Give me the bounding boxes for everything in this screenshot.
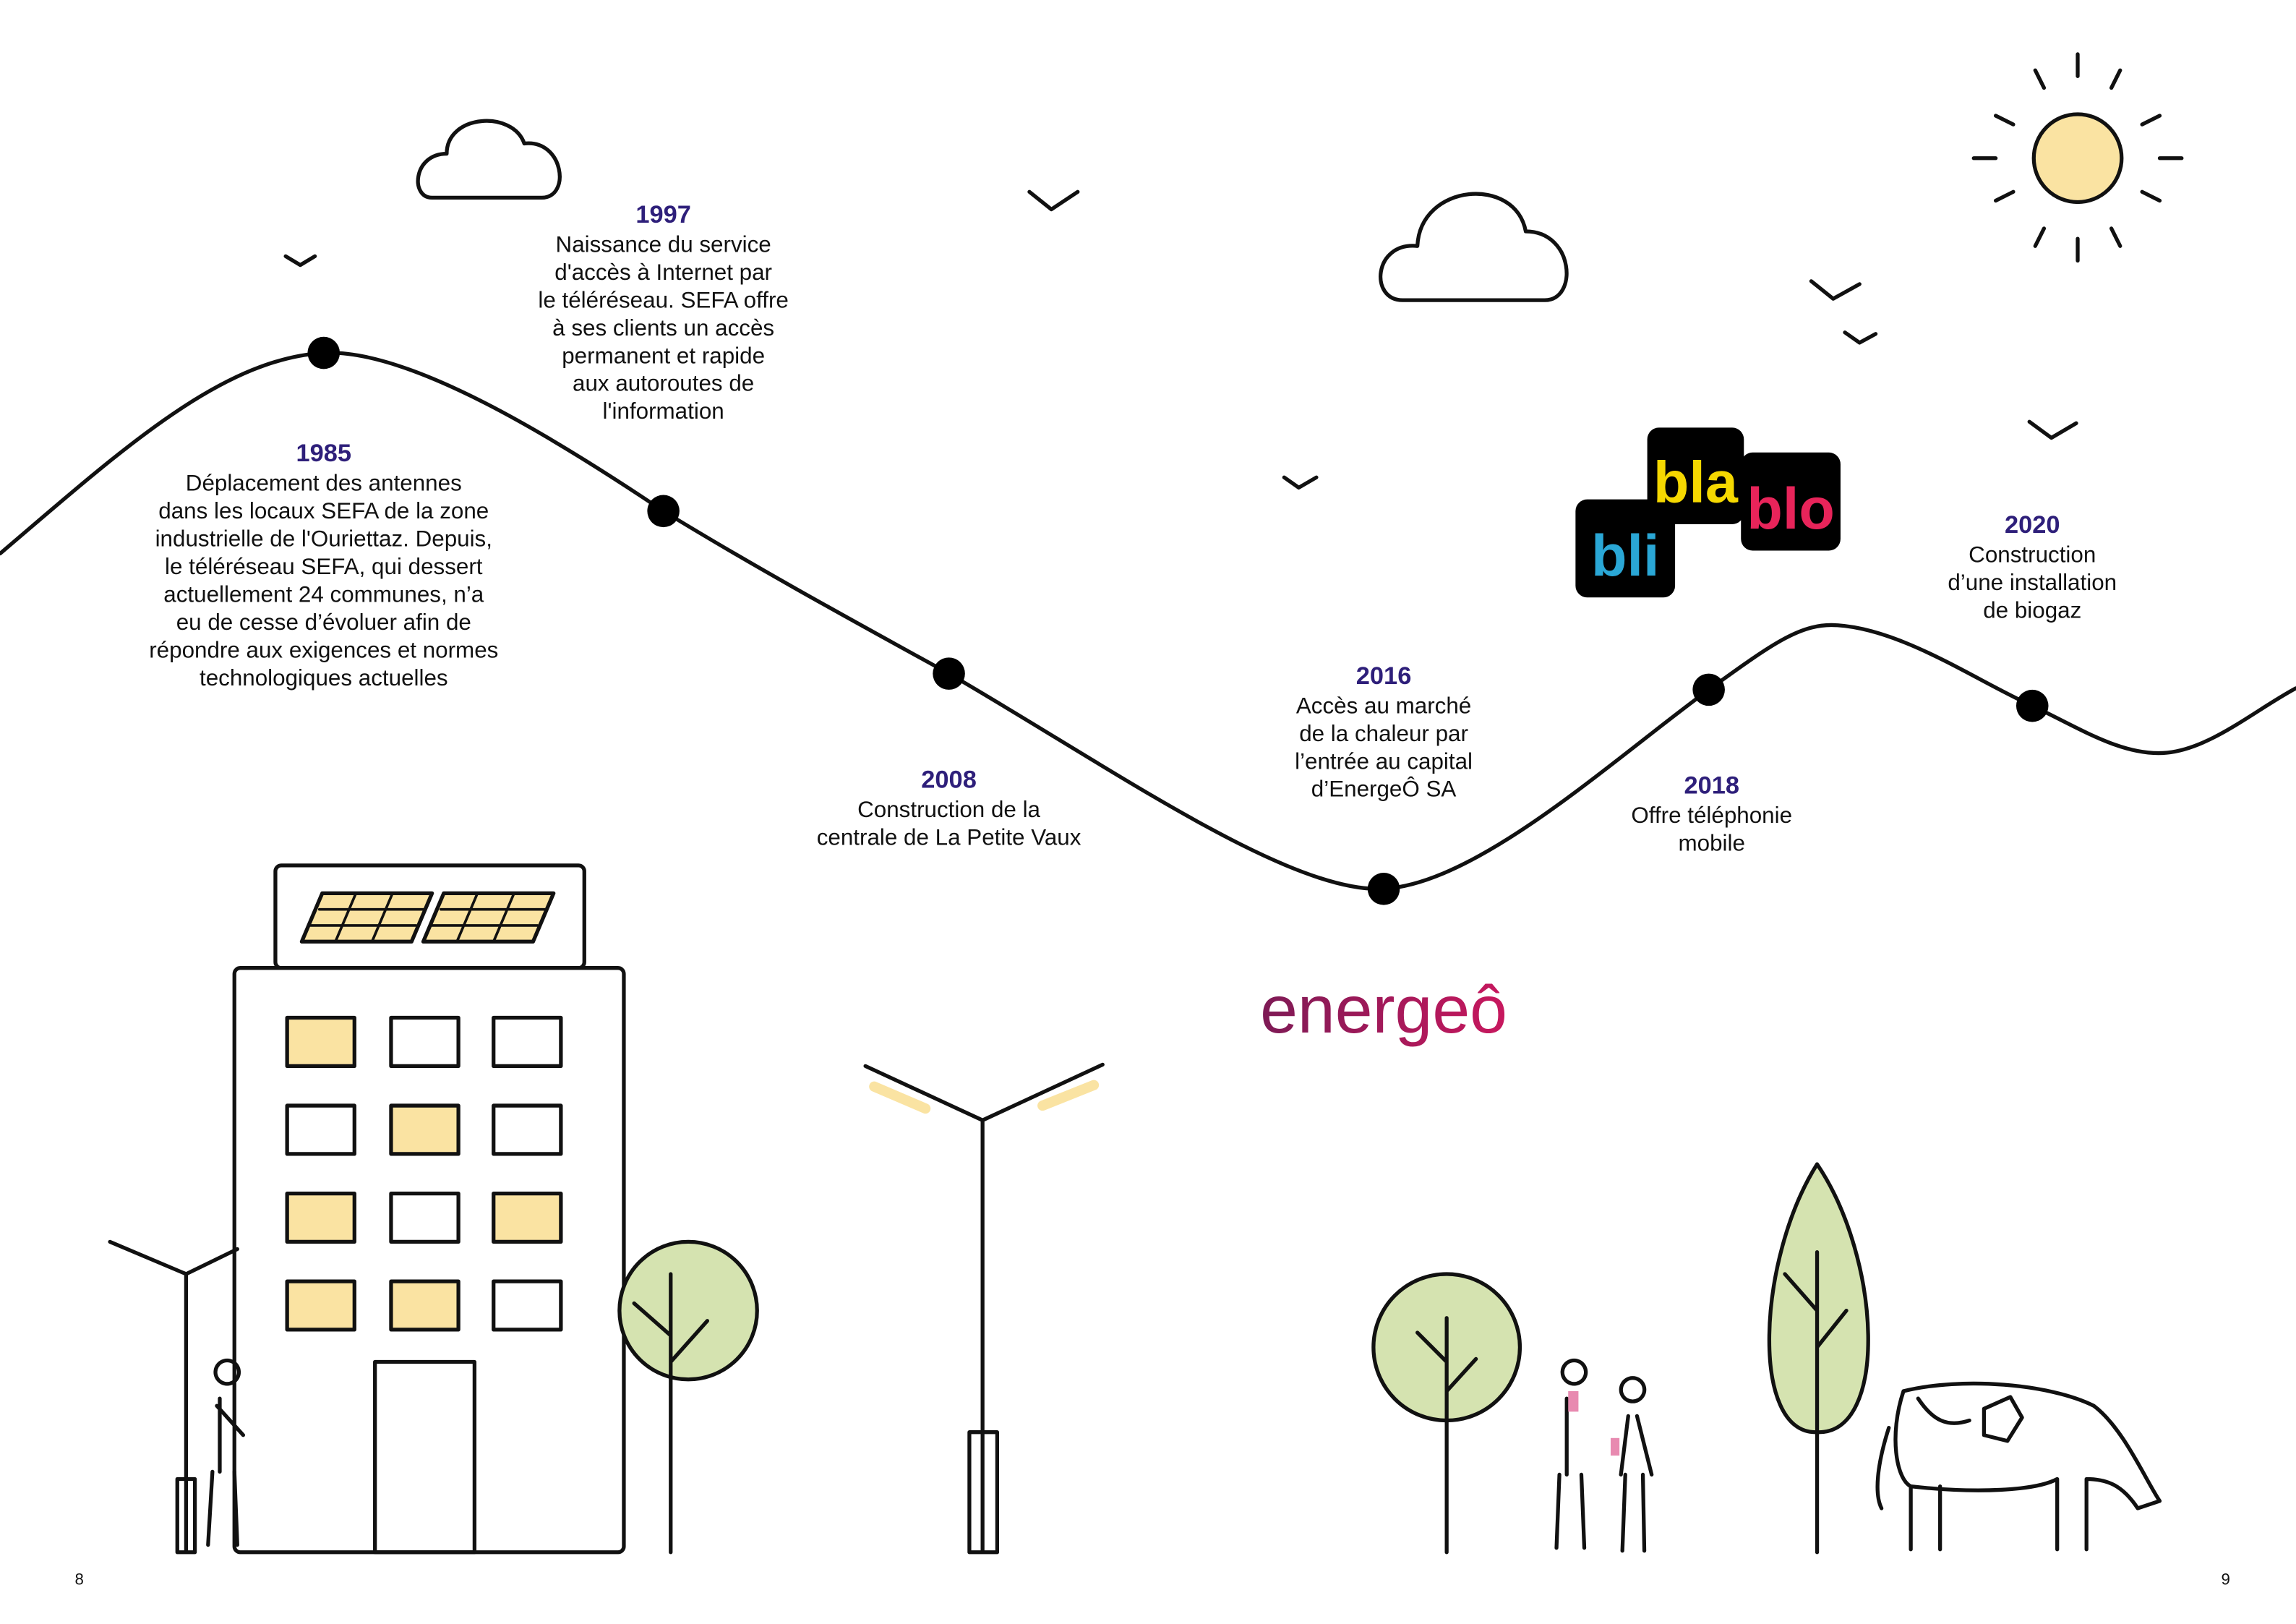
event-text: Construction bbox=[1969, 542, 2096, 568]
event-text: le téléréseau SEFA, qui dessert bbox=[165, 554, 483, 579]
event-text: répondre aux exigences et normes bbox=[149, 637, 498, 662]
event-text: d'accès à Internet par bbox=[554, 260, 772, 285]
blablablo-logo: bli bla blo bbox=[1575, 427, 1841, 597]
event-text: dans les locaux SEFA de la zone bbox=[158, 498, 489, 523]
event-text: le téléréseau. SEFA offre bbox=[538, 287, 789, 312]
event-text: permanent et rapide bbox=[562, 343, 765, 368]
building bbox=[234, 866, 624, 1552]
event-year: 1997 bbox=[635, 201, 691, 228]
event-text: l'information bbox=[603, 398, 724, 424]
logo-text: bla bbox=[1653, 450, 1739, 516]
event-year: 2008 bbox=[921, 766, 977, 794]
timeline-dot bbox=[308, 337, 340, 369]
event-text: l’entrée au capital bbox=[1295, 748, 1473, 774]
event-text: Naissance du service bbox=[556, 231, 771, 257]
event-text: à ses clients un accès bbox=[552, 315, 774, 341]
logo-text: blo bbox=[1747, 476, 1834, 542]
event-year: 2020 bbox=[2005, 511, 2060, 539]
page-number: 9 bbox=[2222, 1570, 2230, 1588]
timeline: 1985 Déplacement des antennes dans les loc… bbox=[149, 201, 2117, 905]
timeline-dot bbox=[647, 495, 680, 528]
event-text: de biogaz bbox=[1983, 598, 2081, 623]
timeline-dot bbox=[1368, 873, 1400, 905]
logo-text: bli bbox=[1591, 523, 1660, 589]
page-number: 8 bbox=[74, 1570, 83, 1588]
event-text: technologiques actuelles bbox=[200, 665, 448, 691]
event-text: Déplacement des antennes bbox=[186, 470, 462, 495]
event-text: industrielle de l'Ouriettaz. Depuis, bbox=[155, 526, 492, 551]
event-text: de la chaleur par bbox=[1299, 721, 1468, 746]
timeline-dot bbox=[933, 657, 965, 690]
illustration: bli bla blo energeô 1985 Déplacement des … bbox=[0, 0, 2296, 1624]
event-text: d’une installation bbox=[1948, 570, 2117, 595]
event-year: 2016 bbox=[1356, 662, 1412, 690]
event-text: Offre téléphonie bbox=[1631, 803, 1792, 828]
event-text: mobile bbox=[1679, 831, 1745, 856]
event-text: aux autoroutes de bbox=[573, 371, 754, 396]
page: {"timeline":[ {"year":"1985","lines":["D… bbox=[0, 0, 2296, 1624]
event-text: eu de cesse d’évoluer afin de bbox=[176, 610, 471, 635]
energeo-logo: energeô bbox=[1260, 972, 1507, 1047]
event-text: d’EnergeÔ SA bbox=[1311, 777, 1457, 802]
event-text: actuellement 24 communes, n’a bbox=[163, 581, 484, 607]
timeline-dot bbox=[1692, 674, 1725, 706]
event-year: 2018 bbox=[1684, 772, 1739, 800]
event-text: Accès au marché bbox=[1296, 693, 1471, 718]
timeline-dot bbox=[2016, 690, 2049, 722]
event-year: 1985 bbox=[296, 440, 352, 467]
event-text: centrale de La Petite Vaux bbox=[817, 825, 1081, 850]
event-text: Construction de la bbox=[857, 797, 1040, 822]
